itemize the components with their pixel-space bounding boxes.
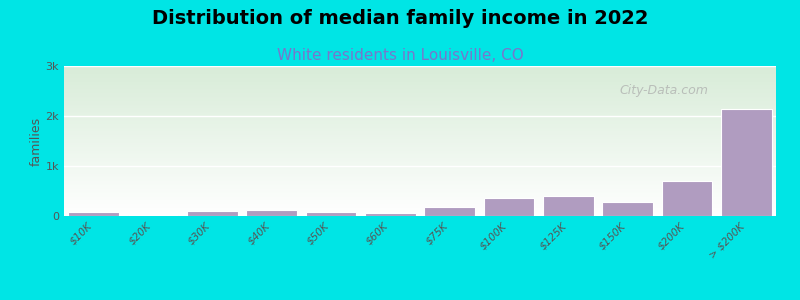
Bar	[128, 215, 178, 216]
Bar	[602, 202, 653, 216]
Bar	[484, 198, 534, 216]
Text: White residents in Louisville, CO: White residents in Louisville, CO	[277, 48, 523, 63]
Text: Distribution of median family income in 2022: Distribution of median family income in …	[152, 9, 648, 28]
Bar	[721, 109, 771, 216]
Bar	[543, 196, 594, 216]
Y-axis label: families: families	[30, 116, 42, 166]
Bar	[69, 212, 119, 216]
Bar	[187, 211, 238, 216]
Bar	[662, 181, 712, 216]
Bar	[365, 213, 415, 216]
Bar	[246, 210, 297, 216]
Bar	[425, 207, 475, 216]
Text: City-Data.com: City-Data.com	[619, 84, 708, 97]
Bar	[306, 212, 356, 216]
